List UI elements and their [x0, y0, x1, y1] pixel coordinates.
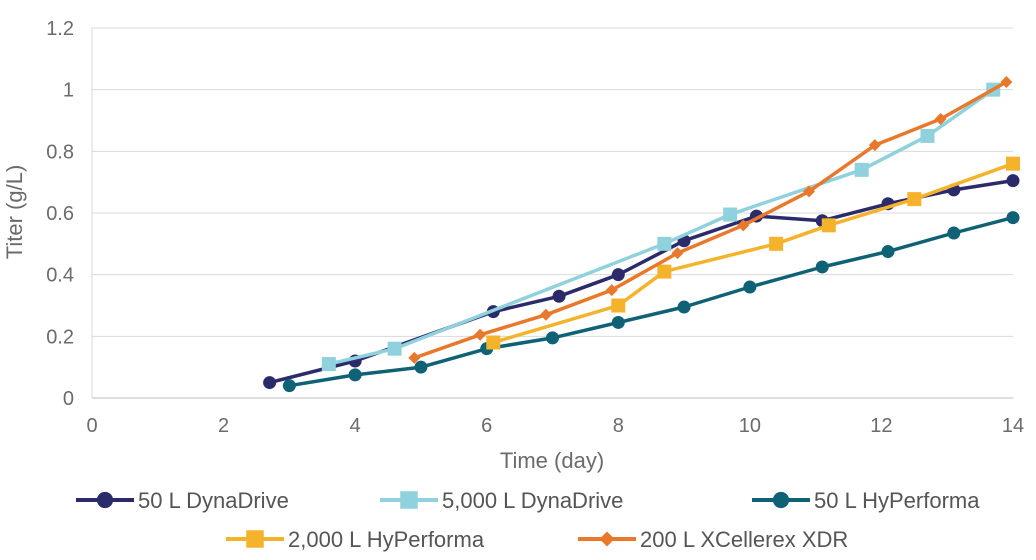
- data-point: [881, 245, 895, 259]
- data-point: [934, 112, 947, 125]
- data-point: [677, 300, 691, 314]
- data-point: [539, 308, 552, 321]
- data-point: [400, 491, 418, 509]
- y-axis-label: Titer (g/L): [2, 165, 27, 260]
- x-tick-label: 4: [350, 415, 361, 437]
- legend-item: 50 L DynaDrive: [76, 488, 289, 513]
- data-point: [815, 260, 829, 274]
- data-point: [96, 491, 114, 509]
- legend-item: 2,000 L HyPerforma: [226, 527, 485, 552]
- data-point: [1006, 174, 1020, 188]
- series-line: [492, 162, 1014, 345]
- data-point: [737, 219, 750, 232]
- data-point: [1006, 211, 1020, 225]
- data-point: [605, 284, 618, 297]
- data-point: [611, 315, 625, 329]
- data-point: [723, 207, 738, 222]
- series-3: [486, 156, 1020, 350]
- series-2: [282, 211, 1020, 393]
- data-point: [671, 247, 684, 260]
- data-point: [246, 530, 264, 548]
- series-line: [328, 88, 995, 366]
- grid-lines: [91, 27, 1013, 399]
- data-point: [599, 531, 615, 547]
- data-point: [263, 376, 277, 390]
- series-0: [263, 174, 1020, 390]
- series-1: [321, 82, 1001, 372]
- x-tick-label: 8: [613, 415, 624, 437]
- x-axis: 0 2 4 6 8 10 12 14: [86, 415, 1024, 437]
- data-point: [414, 360, 428, 374]
- data-series: [263, 75, 1020, 393]
- legend-label: 5,000 L DynaDrive: [442, 488, 623, 513]
- data-point: [657, 236, 672, 251]
- legend-item: 50 L HyPerforma: [752, 488, 980, 513]
- data-point: [321, 357, 336, 372]
- data-point: [947, 226, 961, 240]
- x-tick-label: 6: [481, 415, 492, 437]
- series-line: [289, 215, 1014, 388]
- x-axis-label: Time (day): [500, 448, 604, 473]
- x-tick-label: 12: [870, 415, 892, 437]
- legend-label: 50 L DynaDrive: [138, 488, 289, 513]
- y-tick-label: 0.4: [46, 265, 74, 287]
- data-point: [474, 328, 487, 341]
- legend-label: 200 L XCellerex XDR: [640, 527, 848, 552]
- data-point: [611, 298, 626, 313]
- x-tick-label: 14: [1002, 415, 1024, 437]
- data-point: [387, 341, 402, 356]
- legend: 50 L DynaDrive 5,000 L DynaDrive 50 L HyPe…: [76, 488, 980, 552]
- series-4: [408, 75, 1013, 364]
- data-point: [907, 192, 922, 207]
- y-axis: 0 0.2 0.4 0.6 0.8 1 1.2: [46, 18, 74, 410]
- data-point: [282, 379, 296, 393]
- data-point: [854, 162, 869, 177]
- y-tick-label: 1: [63, 80, 74, 102]
- data-point: [348, 368, 362, 382]
- data-point: [546, 331, 559, 345]
- data-point: [611, 268, 625, 282]
- legend-item: 200 L XCellerex XDR: [578, 527, 848, 552]
- data-point: [821, 218, 836, 233]
- legend-item: 5,000 L DynaDrive: [380, 488, 623, 513]
- data-point: [1006, 156, 1020, 171]
- y-tick-label: 1.2: [46, 18, 74, 40]
- y-tick-label: 0.6: [46, 203, 74, 225]
- data-point: [868, 139, 881, 152]
- data-point: [552, 289, 566, 303]
- data-point: [657, 264, 672, 279]
- legend-label: 2,000 L HyPerforma: [288, 527, 485, 552]
- y-tick-label: 0.8: [46, 141, 74, 163]
- y-tick-label: 0: [63, 388, 74, 410]
- y-tick-label: 0.2: [46, 326, 74, 348]
- data-point: [1000, 75, 1013, 88]
- series-line: [413, 80, 1008, 360]
- data-point: [803, 185, 816, 198]
- data-point: [769, 236, 784, 251]
- data-point: [486, 335, 501, 350]
- data-point: [743, 280, 757, 294]
- legend-label: 50 L HyPerforma: [814, 488, 980, 513]
- x-tick-label: 2: [218, 415, 229, 437]
- data-point: [408, 351, 421, 364]
- data-point: [920, 128, 935, 143]
- data-point: [772, 491, 790, 509]
- x-tick-label: 0: [86, 415, 97, 437]
- x-tick-label: 10: [739, 415, 761, 437]
